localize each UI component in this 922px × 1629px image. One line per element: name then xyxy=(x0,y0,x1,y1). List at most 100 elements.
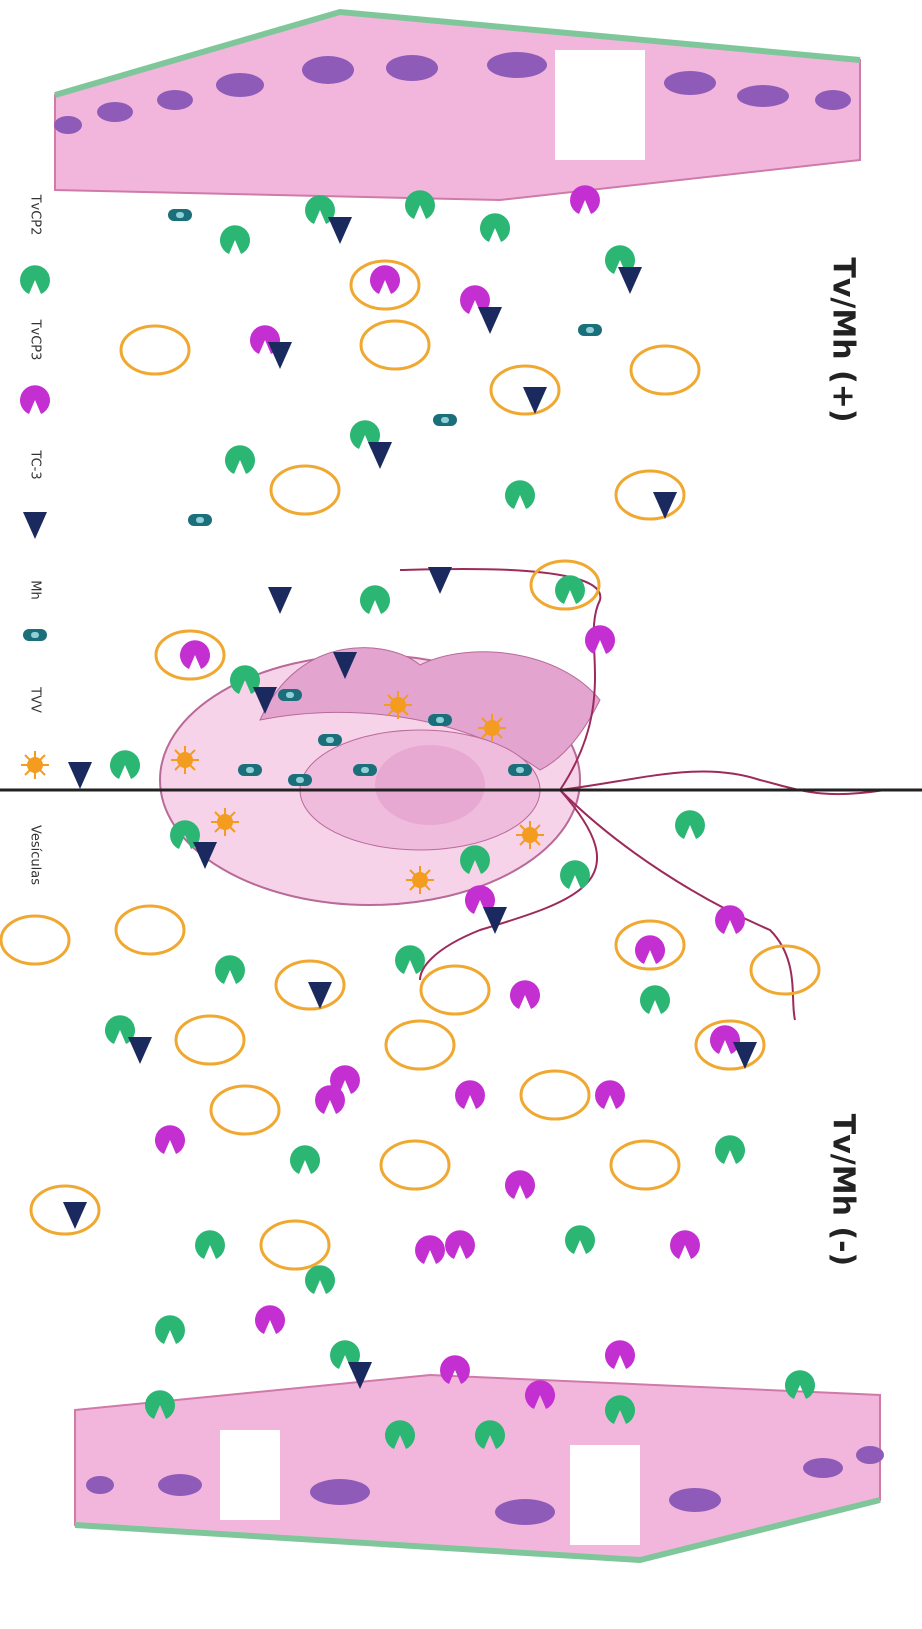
tvcp2 xyxy=(360,585,390,614)
tvcp2 xyxy=(215,955,245,984)
tvcp2 xyxy=(195,1230,225,1259)
tvv xyxy=(211,808,239,836)
vesicle xyxy=(611,1141,679,1189)
vesicle xyxy=(176,1016,244,1064)
mh xyxy=(318,734,342,746)
condition-label: Tv/Mh (+) xyxy=(826,257,861,422)
tc3 xyxy=(63,1202,87,1229)
mh xyxy=(238,764,262,776)
tvcp3 xyxy=(595,1080,625,1109)
vesicle xyxy=(386,1021,454,1069)
tvcp2 xyxy=(155,1315,185,1344)
tvcp3 xyxy=(670,1230,700,1259)
tvcp2 xyxy=(480,213,510,242)
legend-icon xyxy=(23,629,47,641)
tc3 xyxy=(368,442,392,469)
tvcp2 xyxy=(110,750,140,779)
tvcp2 xyxy=(290,1145,320,1174)
legend-icon xyxy=(23,512,47,539)
tvv xyxy=(478,714,506,742)
vesicle xyxy=(361,321,429,369)
tvcp3 xyxy=(510,980,540,1009)
vesicle xyxy=(631,346,699,394)
mh xyxy=(428,714,452,726)
tvcp2 xyxy=(565,1225,595,1254)
tvcp2 xyxy=(405,190,435,219)
vesicle xyxy=(421,966,489,1014)
tvcp2 xyxy=(220,225,250,254)
mh xyxy=(278,689,302,701)
vesicle xyxy=(521,1071,589,1119)
mh xyxy=(433,414,457,426)
tvcp2 xyxy=(560,860,590,889)
mh xyxy=(188,514,212,526)
legend-label: TvCP2 xyxy=(28,194,43,236)
mh xyxy=(508,764,532,776)
vesicle xyxy=(271,466,339,514)
tvv xyxy=(406,866,434,894)
tc3 xyxy=(128,1037,152,1064)
tvcp2 xyxy=(505,480,535,509)
tvcp2 xyxy=(640,985,670,1014)
tvv xyxy=(171,746,199,774)
legend-label: Vesículas xyxy=(28,825,43,885)
vesicle xyxy=(116,906,184,954)
legend: TvCP2 TvCP3 TC-3 Mh TVV Vesículas xyxy=(1,194,69,964)
tvcp3 xyxy=(180,640,210,669)
vesicle xyxy=(31,1186,99,1234)
tc3 xyxy=(428,567,452,594)
tvcp3 xyxy=(415,1235,445,1264)
tvcp3 xyxy=(370,265,400,294)
tvcp2 xyxy=(395,945,425,974)
tvcp2 xyxy=(555,575,585,604)
legend-label: TC-3 xyxy=(28,449,43,479)
legend-icon xyxy=(21,751,49,779)
epithelium-top xyxy=(54,12,860,200)
tvv xyxy=(384,691,412,719)
tvcp3 xyxy=(570,185,600,214)
legend-icon xyxy=(20,385,50,414)
condition-label: Tv/Mh (-) xyxy=(826,1114,861,1267)
tc3 xyxy=(653,492,677,519)
tvcp3 xyxy=(605,1340,635,1369)
tc3 xyxy=(268,342,292,369)
tc3 xyxy=(478,307,502,334)
parasite xyxy=(160,569,885,1020)
tvcp3 xyxy=(445,1230,475,1259)
legend-icon xyxy=(1,916,69,964)
tvcp3 xyxy=(715,905,745,934)
tvcp3 xyxy=(255,1305,285,1334)
legend-label: TVV xyxy=(28,686,43,713)
mh xyxy=(288,774,312,786)
vesicle xyxy=(261,1221,329,1269)
tc3 xyxy=(733,1042,757,1069)
tvcp2 xyxy=(675,810,705,839)
legend-label: Mh xyxy=(28,580,43,599)
tc3 xyxy=(618,267,642,294)
tvcp3 xyxy=(455,1080,485,1109)
tc3 xyxy=(328,217,352,244)
tvcp3 xyxy=(330,1065,360,1094)
tvcp3 xyxy=(710,1025,740,1054)
tvcp2 xyxy=(305,1265,335,1294)
mh xyxy=(578,324,602,336)
mh xyxy=(353,764,377,776)
legend-label: TvCP3 xyxy=(28,319,43,361)
vesicle xyxy=(121,326,189,374)
vesicle xyxy=(211,1086,279,1134)
tvcp3 xyxy=(505,1170,535,1199)
epithelium-bottom xyxy=(75,1375,884,1560)
tc3 xyxy=(483,907,507,934)
tc3 xyxy=(68,762,92,789)
legend-icon xyxy=(20,265,50,294)
tc3 xyxy=(268,587,292,614)
diagram: Tv/Mh (+) Tv/Mh (-) TvCP2 TvCP3 TC-3 Mh TVV V… xyxy=(0,0,922,1629)
tvv xyxy=(516,821,544,849)
tvcp3 xyxy=(635,935,665,964)
tvcp2 xyxy=(715,1135,745,1164)
tvcp3 xyxy=(155,1125,185,1154)
tvcp2 xyxy=(225,445,255,474)
tvcp3 xyxy=(585,625,615,654)
vesicle xyxy=(381,1141,449,1189)
mh xyxy=(168,209,192,221)
